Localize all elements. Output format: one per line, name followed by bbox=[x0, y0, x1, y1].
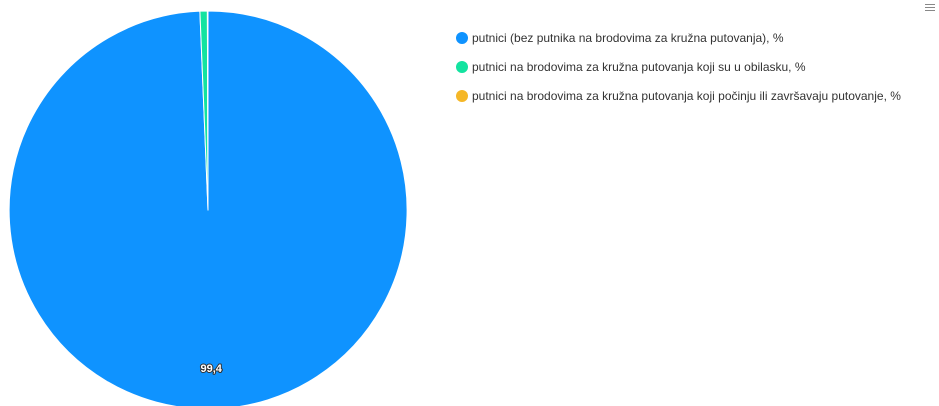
data-label-slice-1: 99,4 bbox=[200, 363, 222, 375]
legend-item-1[interactable]: putnici (bez putnika na brodovima za kru… bbox=[456, 31, 901, 45]
legend-swatch-1 bbox=[456, 32, 468, 44]
pie-slice-3[interactable] bbox=[206, 10, 209, 211]
legend-item-3[interactable]: putnici na brodovima za kružna putovanja… bbox=[456, 89, 901, 103]
legend-item-2[interactable]: putnici na brodovima za kružna putovanja… bbox=[456, 60, 901, 74]
chart-menu-button[interactable] bbox=[924, 2, 936, 14]
legend-swatch-3 bbox=[456, 90, 468, 102]
chart-legend: putnici (bez putnika na brodovima za kru… bbox=[456, 31, 901, 118]
legend-label-1: putnici (bez putnika na brodovima za kru… bbox=[472, 31, 784, 45]
legend-label-3: putnici na brodovima za kružna putovanja… bbox=[472, 89, 901, 103]
pie-slices bbox=[8, 10, 408, 406]
legend-label-2: putnici na brodovima za kružna putovanja… bbox=[472, 60, 806, 74]
hamburger-menu-icon bbox=[924, 4, 936, 11]
pie-data-labels: 99,4 bbox=[199, 362, 223, 376]
legend-swatch-2 bbox=[456, 61, 468, 73]
